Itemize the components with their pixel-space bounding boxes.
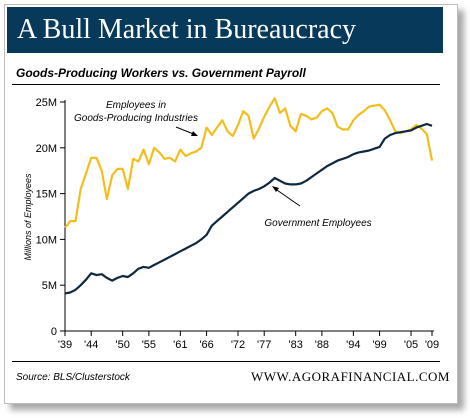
y-tick-label: 5M	[42, 280, 57, 292]
x-tick-label: '50	[115, 339, 129, 351]
y-tick-label: 0	[51, 326, 57, 338]
series-label-line: Employees in	[106, 100, 166, 111]
top-divider	[12, 84, 440, 85]
x-tick-label: '72	[231, 339, 245, 351]
series-label-goods-producing: Employees in Goods-Producing Industries	[74, 100, 198, 124]
bottom-divider	[12, 361, 440, 362]
y-tick-label: 25M	[36, 97, 57, 109]
x-tick-label: '88	[315, 339, 329, 351]
y-axis-label: Millions of Employees	[23, 173, 33, 261]
x-tick-label: '94	[346, 339, 360, 351]
x-tick-label: '44	[84, 339, 98, 351]
page-title: A Bull Market in Bureaucracy	[7, 7, 443, 53]
x-tick-label: '77	[257, 339, 271, 351]
y-tick-label: 15M	[36, 189, 57, 201]
x-tick-label: '05	[404, 339, 418, 351]
y-tick-label: 20M	[36, 143, 57, 155]
x-tick-label: '83	[289, 339, 303, 351]
series-line-goods-producing	[64, 97, 434, 229]
site-url: WWW.AGORAFINANCIAL.COM	[250, 369, 450, 384]
x-tick-label: '55	[142, 339, 156, 351]
x-tick-label: '66	[199, 339, 213, 351]
series-label-line: Goods-Producing Industries	[74, 113, 198, 124]
series-label-government: Government Employees	[264, 218, 371, 229]
chart-subtitle: Goods-Producing Workers vs. Government P…	[16, 66, 306, 80]
x-tick-label: '39	[58, 339, 72, 351]
goods-label-arrowhead	[191, 131, 198, 136]
chart-frame	[4, 4, 458, 404]
series-line-government	[64, 122, 433, 295]
x-tick-label: '99	[372, 339, 386, 351]
x-tick-label: '09	[425, 339, 439, 351]
gov-label-arrow	[273, 187, 301, 207]
gov-label-arrowhead	[272, 186, 279, 192]
x-tick-label: '61	[173, 339, 187, 351]
source-note: Source: BLS/Clusterstock	[16, 372, 130, 383]
y-tick-label: 10M	[36, 234, 57, 246]
series-label-line: Government Employees	[264, 218, 371, 229]
